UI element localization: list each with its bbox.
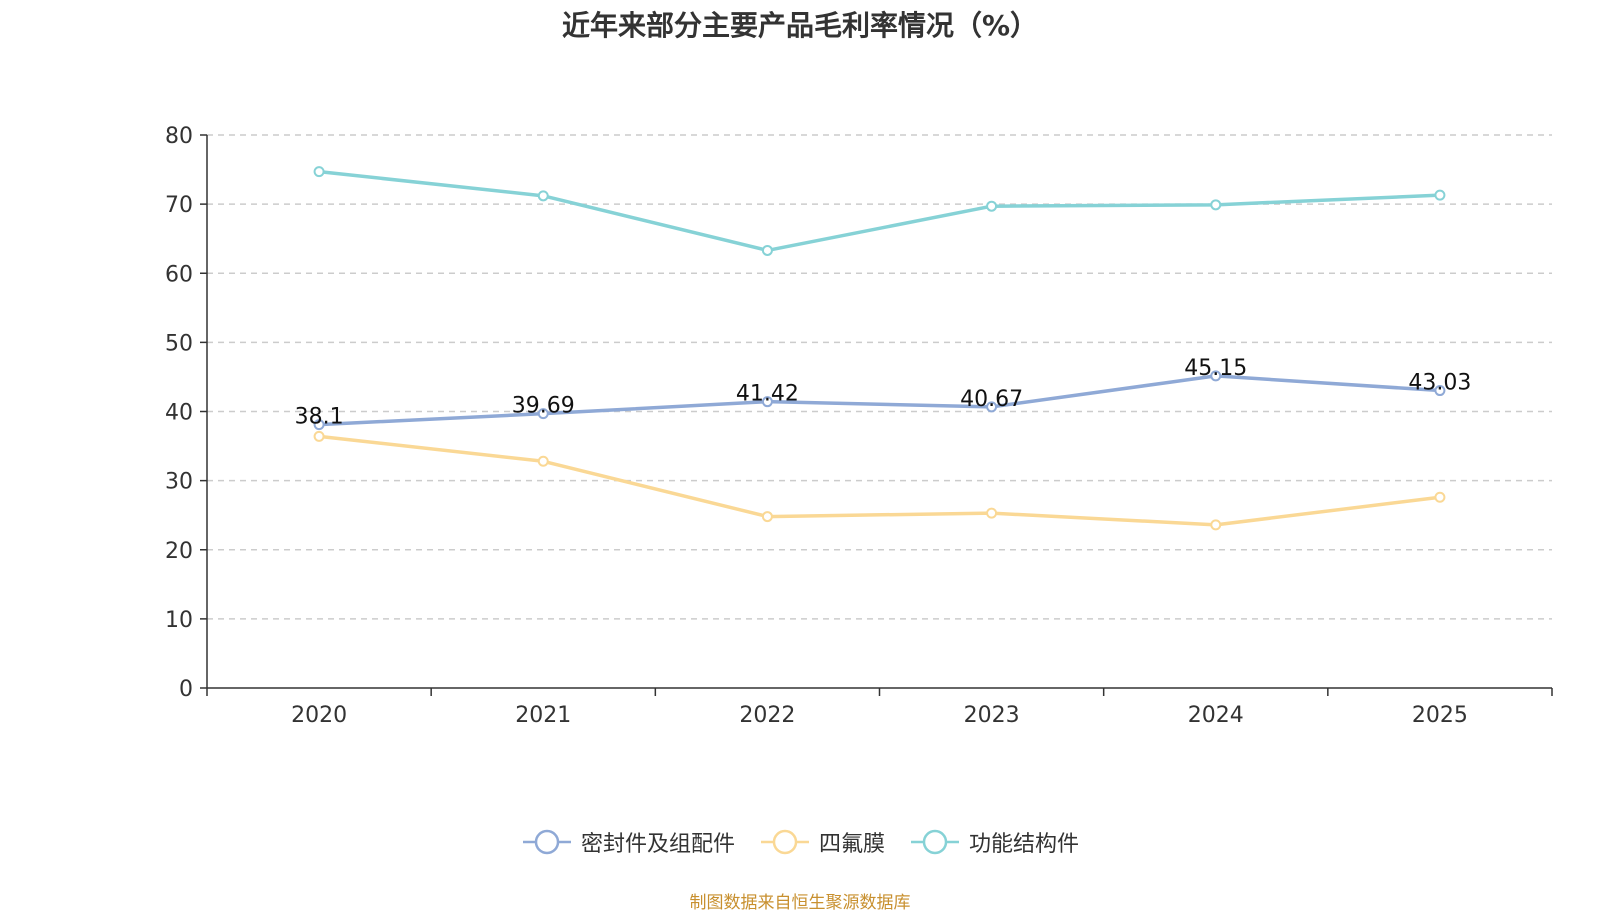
data-point[interactable] <box>1434 189 1446 201</box>
data-label: 39.69 <box>512 394 575 419</box>
data-labels: 38.1 39.69 41.42 40.67 45.15 43.03 <box>295 356 1472 430</box>
legend-line-circle-icon <box>760 829 809 855</box>
x-tick-label: 2024 <box>1188 703 1244 728</box>
data-point[interactable] <box>313 430 325 442</box>
data-label: 40.67 <box>960 387 1023 412</box>
y-tick-label: 40 <box>165 401 193 426</box>
y-tick-label: 20 <box>165 539 193 564</box>
x-tick-label: 2025 <box>1412 703 1468 728</box>
legend-item[interactable]: 密封件及组配件 <box>521 826 735 858</box>
legend-item[interactable]: 四氟膜 <box>759 826 885 858</box>
series-line-1[interactable] <box>318 434 1441 527</box>
data-point[interactable] <box>1434 385 1446 397</box>
chart-title: 近年来部分主要产品毛利率情况（%） <box>561 9 1039 42</box>
legend-line-circle-icon <box>911 829 959 855</box>
legend-label: 四氟膜 <box>818 832 885 857</box>
data-point[interactable] <box>313 419 325 431</box>
series-line-0[interactable] <box>318 374 1441 427</box>
data-label: 38.1 <box>295 405 344 430</box>
data-label: 43.03 <box>1408 371 1471 396</box>
x-tick-label: 2023 <box>964 703 1020 728</box>
data-point[interactable] <box>537 190 549 202</box>
data-point[interactable] <box>761 396 773 408</box>
axes: 0 10 20 30 40 50 60 70 80 2020 2021 2022 2023 2024 202… <box>165 124 1553 728</box>
data-point[interactable] <box>986 507 998 519</box>
legend-item[interactable]: 功能结构件 <box>909 826 1079 858</box>
y-tick-label: 80 <box>165 124 193 149</box>
data-point[interactable] <box>761 244 773 256</box>
data-point[interactable] <box>986 200 998 212</box>
data-point[interactable] <box>313 166 325 178</box>
data-point[interactable] <box>537 455 549 467</box>
x-tick-label: 2020 <box>291 703 347 728</box>
series-lines <box>313 166 1446 531</box>
y-tick-label: 10 <box>165 608 193 633</box>
y-tick-label: 70 <box>165 193 193 218</box>
data-point[interactable] <box>986 401 998 413</box>
legend-line-circle-icon <box>522 829 571 855</box>
data-point[interactable] <box>1210 370 1222 382</box>
data-point[interactable] <box>1210 199 1222 211</box>
legend-label: 功能结构件 <box>969 832 1080 857</box>
x-tick-label: 2021 <box>515 703 571 728</box>
x-tick-label: 2022 <box>739 703 795 728</box>
y-tick-label: 50 <box>165 331 193 356</box>
data-label: 41.42 <box>736 382 799 407</box>
series-line-2[interactable] <box>318 169 1440 253</box>
y-tick-label: 0 <box>179 677 193 702</box>
legend-label: 密封件及组配件 <box>580 832 735 857</box>
data-point[interactable] <box>1434 491 1446 503</box>
y-tick-label: 30 <box>165 470 193 495</box>
source-note: 制图数据来自恒生聚源数据库 <box>689 893 911 913</box>
data-point[interactable] <box>761 511 773 523</box>
data-point[interactable] <box>537 408 549 420</box>
data-label: 45.15 <box>1184 356 1247 381</box>
grid-lines <box>207 134 1552 620</box>
legend: 密封件及组配件 四氟膜 功能结构件 <box>0 826 1600 858</box>
y-tick-label: 60 <box>165 262 193 287</box>
data-point[interactable] <box>1210 519 1222 531</box>
